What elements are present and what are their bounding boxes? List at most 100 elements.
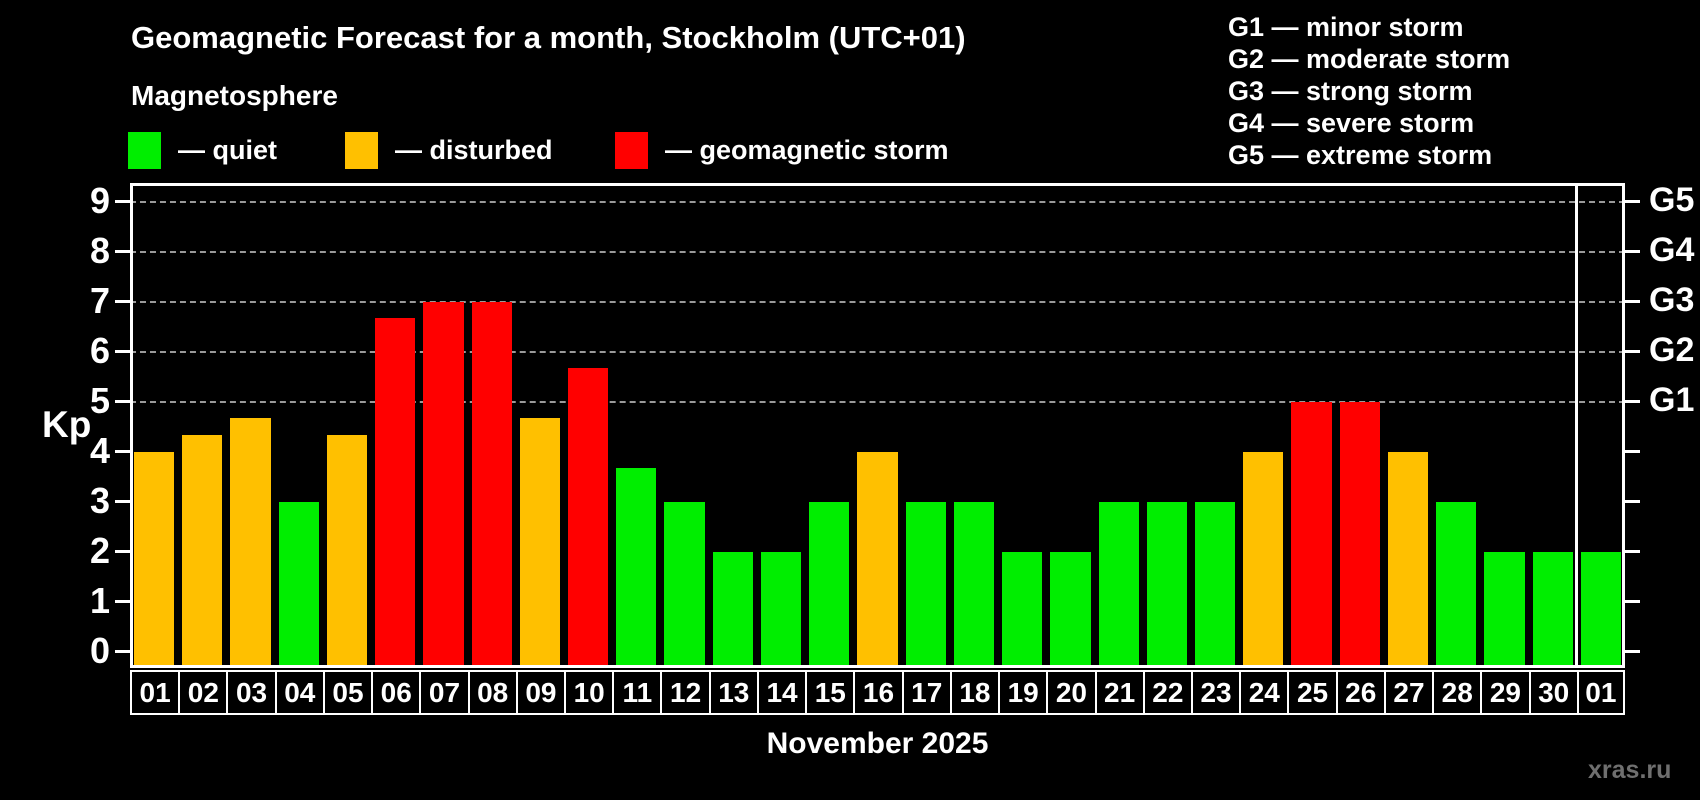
y-axis-title: Kp	[42, 404, 92, 445]
y-axis-tick-right-9	[1625, 200, 1640, 204]
y-axis-tick-left-8	[115, 250, 130, 254]
day-label-cell: 20	[1046, 670, 1097, 715]
plot-border-bottom	[130, 665, 1625, 668]
y-axis-tick-left-4	[115, 450, 130, 454]
y-axis-tick-right-2	[1625, 550, 1640, 554]
y-tick-label-1: 1	[89, 579, 110, 621]
y-tick-label-4: 4	[89, 429, 110, 471]
day-label-cell: 14	[756, 670, 808, 715]
y-axis-tick-left-1	[115, 600, 130, 604]
y-tick-label-0: 0	[89, 629, 110, 671]
g-legend-line-2: G2 — moderate storm	[1228, 44, 1511, 74]
disturbed-color-swatch	[345, 131, 378, 169]
legend-item-disturbed: — disturbed	[345, 131, 553, 169]
legend-item-storm: — geomagnetic storm	[615, 131, 949, 169]
kp-bar-day-07	[423, 301, 464, 668]
kp-bar-day-27	[1387, 451, 1429, 668]
y-axis-tick-right-5	[1625, 400, 1640, 404]
day-label-cell: 01	[1576, 670, 1625, 715]
g-tick-label-g4: G4	[1649, 230, 1695, 269]
g-tick-label-g5: G5	[1649, 180, 1695, 219]
legend-label-disturbed: — disturbed	[395, 134, 553, 165]
plot-area	[115, 183, 1640, 668]
y-axis-tick-right-7	[1625, 300, 1640, 304]
plot-border-top	[130, 183, 1625, 186]
day-label-cell: 27	[1383, 670, 1435, 715]
g-legend-line-3: G3 — strong storm	[1228, 76, 1473, 106]
kp-bar-day-09	[519, 418, 561, 668]
day-label-cell: 23	[1190, 670, 1242, 715]
kp-bar-day-15	[809, 501, 850, 668]
kp-bar-day-06	[375, 318, 416, 668]
day-label-cell: 07	[419, 670, 470, 715]
kp-bar-day-30	[1532, 551, 1573, 668]
day-label-cell: 11	[612, 670, 663, 715]
y-tick-label-2: 2	[89, 529, 110, 571]
kp-bar-day-18	[953, 501, 995, 668]
y-axis-tick-right-0	[1625, 650, 1640, 654]
day-label-cell: 29	[1480, 670, 1531, 715]
day-label-cell: 13	[708, 670, 759, 715]
gridline-kp8	[130, 250, 1625, 253]
g-legend-line-1: G1 — minor storm	[1228, 12, 1464, 42]
gridline-kp5	[130, 400, 1625, 403]
kp-bar-day-26	[1339, 401, 1380, 668]
day-label-cell: 16	[853, 670, 904, 715]
kp-bar-day-05	[326, 435, 368, 668]
day-label-cell: 10	[564, 670, 615, 715]
day-label-cell: 26	[1335, 670, 1386, 715]
kp-bar-day-25	[1291, 401, 1332, 668]
y-axis-tick-left-7	[115, 300, 130, 304]
magnetosphere-label: Magnetosphere	[131, 80, 338, 111]
kp-bar-day-01	[134, 451, 175, 668]
kp-bar-day-03	[230, 418, 271, 668]
kp-bar-day-24	[1243, 451, 1284, 668]
kp-bar-day-13	[712, 551, 753, 668]
kp-bar-day-16	[857, 451, 898, 668]
y-axis-tick-left-6	[115, 350, 130, 354]
day-label-cell: 30	[1528, 670, 1579, 715]
chart-title: Geomagnetic Forecast for a month, Stockh…	[131, 20, 966, 55]
kp-bar-day-01	[1580, 551, 1621, 668]
y-tick-label-6: 6	[89, 329, 110, 371]
kp-bar-day-19	[1002, 551, 1043, 668]
kp-bar-day-22	[1146, 501, 1187, 668]
kp-bar-day-04	[278, 501, 319, 668]
plot-border-right	[1622, 183, 1625, 668]
day-label-cell: 05	[322, 670, 374, 715]
day-label-cell: 06	[371, 670, 422, 715]
storm-color-swatch	[615, 131, 648, 169]
gridline-kp9	[130, 200, 1625, 203]
day-label-cell: 12	[660, 670, 711, 715]
day-label-cell: 28	[1432, 670, 1483, 715]
y-axis-tick-left-2	[115, 550, 130, 554]
y-tick-label-8: 8	[89, 229, 110, 271]
kp-bar-day-20	[1050, 551, 1091, 668]
y-axis-tick-right-6	[1625, 350, 1640, 354]
day-label-cell: 04	[274, 670, 325, 715]
watermark: xras.ru	[1588, 756, 1672, 784]
day-label-cell: 03	[226, 670, 277, 715]
kp-bar-day-28	[1436, 501, 1477, 668]
y-axis-tick-right-1	[1625, 600, 1640, 604]
y-axis-tick-left-9	[115, 200, 130, 204]
day-label-cell: 01	[130, 670, 181, 715]
legend-label-storm: — geomagnetic storm	[665, 134, 949, 165]
g-tick-label-g1: G1	[1649, 380, 1695, 419]
day-label-cell: 02	[178, 670, 229, 715]
month-separator-line	[1575, 183, 1579, 668]
x-axis-day-labels: 01 02 03 04 05 06 07 08 09 10 11 12 13 14 15 16 17 18 19 20…	[130, 670, 1625, 715]
day-label-cell: 15	[805, 670, 856, 715]
plot-border-left	[130, 183, 133, 668]
y-axis-tick-left-3	[115, 500, 130, 504]
kp-bar-day-23	[1194, 501, 1236, 668]
kp-bar-day-29	[1484, 551, 1525, 668]
day-label-cell: 25	[1287, 670, 1338, 715]
y-axis-tick-right-8	[1625, 250, 1640, 254]
status-legend: — quiet — disturbed — geomagnetic storm	[0, 131, 1100, 169]
y-axis-tick-left-0	[115, 650, 130, 654]
day-label-cell: 09	[515, 670, 567, 715]
day-label-cell: 24	[1239, 670, 1290, 715]
day-label-cell: 22	[1142, 670, 1193, 715]
